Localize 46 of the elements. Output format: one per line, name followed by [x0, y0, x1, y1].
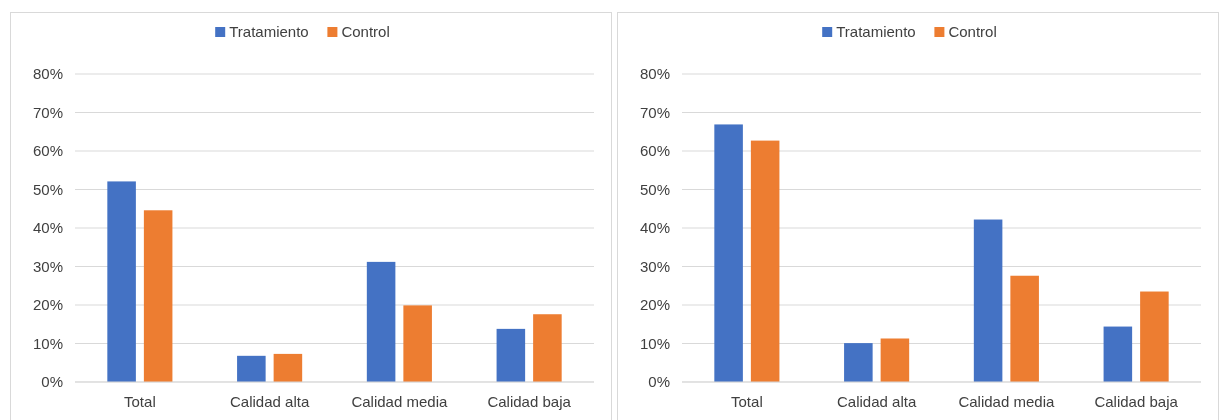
y-tick-label: 60% [32, 142, 63, 160]
x-tick-label: Calidad baja [487, 393, 572, 410]
y-tick-label: 80% [32, 65, 63, 83]
bar [844, 343, 873, 382]
y-tick-label: 10% [32, 334, 63, 352]
y-tick-label: 20% [639, 296, 670, 314]
y-tick-label: 70% [32, 103, 63, 121]
bar [880, 338, 910, 382]
bar [973, 219, 1003, 382]
bar [750, 140, 780, 382]
y-tick-label: 40% [32, 219, 63, 237]
bar [403, 305, 432, 382]
bar [714, 124, 743, 382]
x-tick-label: Total [124, 393, 156, 410]
y-tick-label: 20% [32, 296, 63, 314]
y-tick-label: 50% [32, 180, 63, 198]
bar [237, 355, 266, 382]
x-tick-label: Calidad media [958, 393, 1055, 410]
bar [1010, 275, 1039, 382]
legend-label: Tratamiento [836, 23, 916, 40]
bar [1140, 291, 1169, 382]
y-tick-label: 30% [639, 257, 670, 275]
legend-label: Control [948, 23, 997, 40]
bar [496, 328, 526, 382]
y-tick-label: 0% [41, 373, 63, 391]
legend-label: Tratamiento [229, 23, 309, 40]
y-tick-label: 40% [639, 219, 670, 237]
x-tick-label: Calidad baja [1094, 393, 1179, 410]
x-tick-label: Calidad media [351, 393, 448, 410]
y-tick-label: 0% [648, 373, 670, 391]
bar [143, 210, 173, 382]
y-tick-label: 70% [639, 103, 670, 121]
y-tick-label: 30% [32, 257, 63, 275]
y-tick-label: 60% [639, 142, 670, 160]
bar [366, 261, 396, 382]
x-tick-label: Calidad alta [837, 393, 917, 410]
y-tick-label: 80% [639, 65, 670, 83]
bar [533, 314, 562, 382]
bar [1103, 326, 1133, 382]
bar [273, 353, 303, 382]
y-tick-label: 10% [639, 334, 670, 352]
x-tick-label: Total [731, 393, 763, 410]
legend-label: Control [341, 23, 390, 40]
bar [107, 181, 136, 382]
y-tick-label: 50% [639, 180, 670, 198]
x-tick-label: Calidad alta [230, 393, 310, 410]
